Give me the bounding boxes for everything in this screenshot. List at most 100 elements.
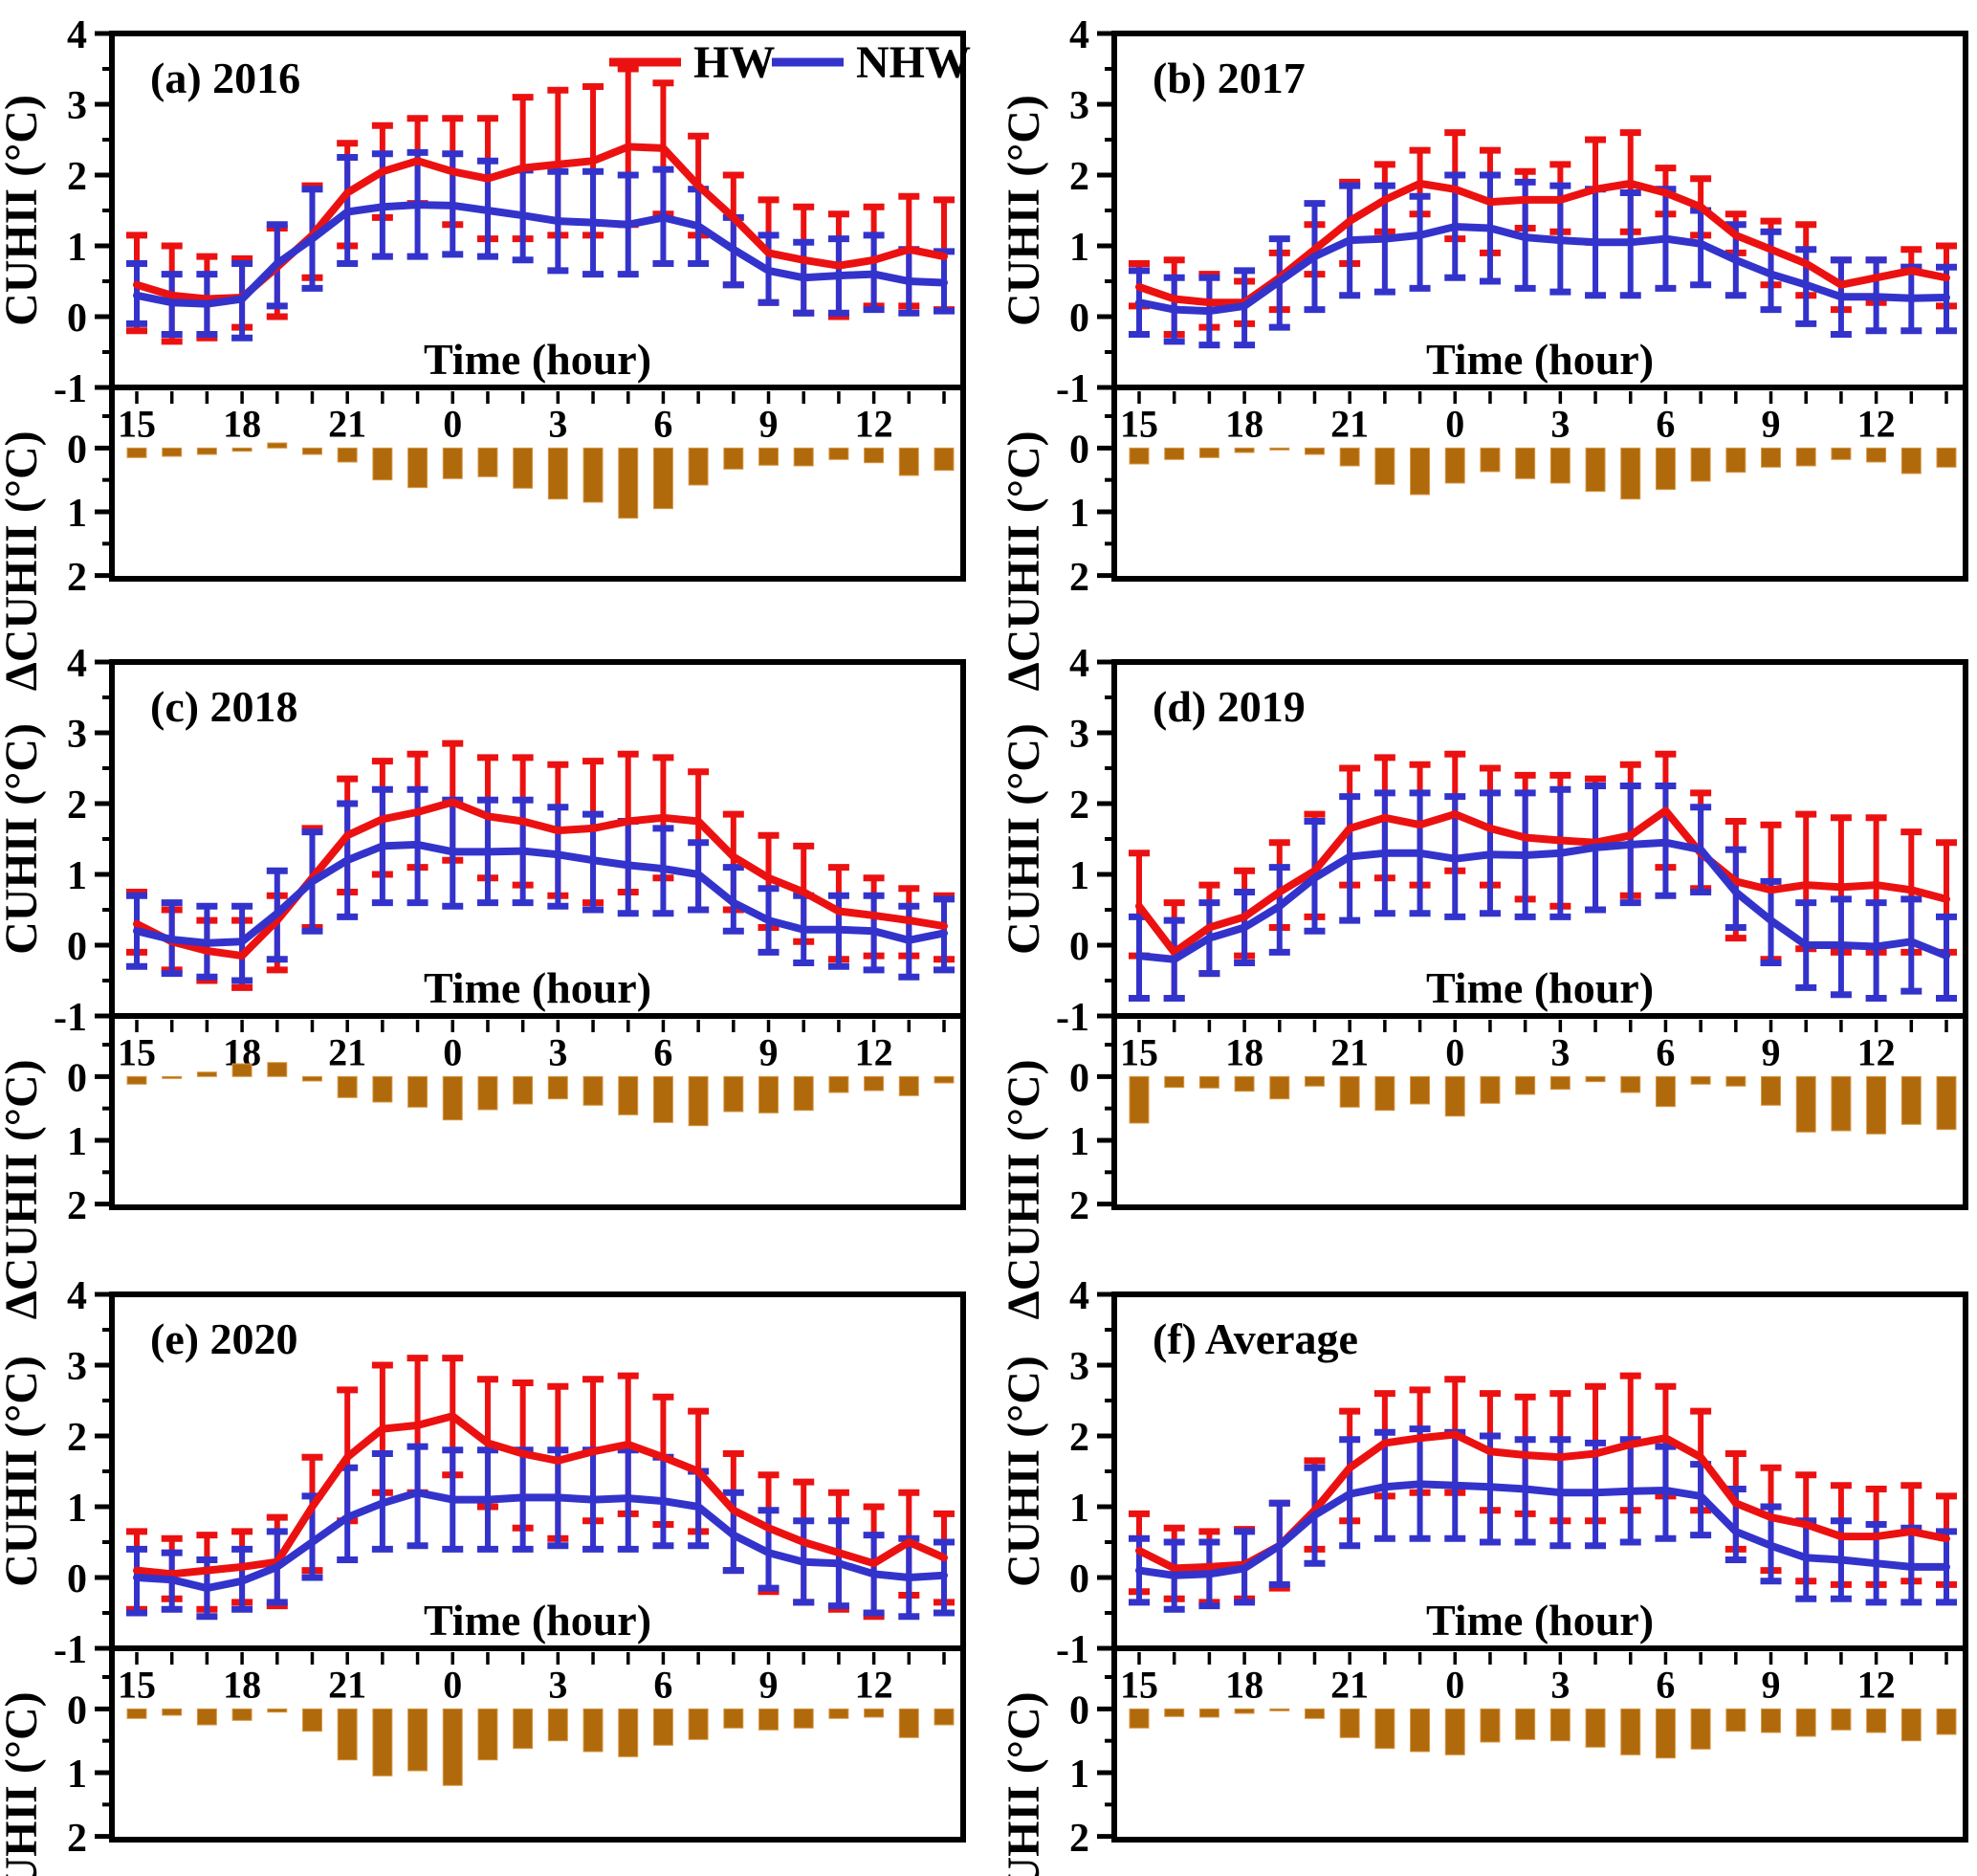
delta-bar xyxy=(1444,447,1465,484)
y-tick-label: 2 xyxy=(67,1416,87,1460)
y-tick-label: 1 xyxy=(67,226,87,270)
x-tick-label: 6 xyxy=(653,1030,672,1073)
x-axis-title: Time (hour) xyxy=(424,1596,651,1644)
x-tick-label: 12 xyxy=(1857,402,1896,445)
delta-bar xyxy=(793,447,814,467)
delta-bar xyxy=(547,447,568,500)
delta-bars xyxy=(1129,447,1957,500)
delta-bar xyxy=(793,1075,814,1112)
y-tick-label: -1 xyxy=(1056,996,1089,1040)
hw-line xyxy=(133,1412,948,1578)
x-tick-label: 15 xyxy=(118,1030,156,1073)
delta-bar xyxy=(582,1075,604,1106)
delta-bar xyxy=(1831,1075,1852,1132)
delta-bar xyxy=(723,447,744,470)
y-tick-label: 2 xyxy=(67,556,87,600)
x-tick-label: 3 xyxy=(548,402,567,445)
delta-bar xyxy=(758,447,780,466)
y-tick-label: 3 xyxy=(67,84,87,128)
x-tick-label: 12 xyxy=(855,1030,893,1073)
delta-bar xyxy=(1339,447,1360,467)
x-tick-label: 9 xyxy=(759,1030,779,1073)
delta-bar xyxy=(1129,447,1150,465)
upper-y-axis-title: CUHII (°C) xyxy=(0,95,47,326)
x-tick-label: 18 xyxy=(1225,1030,1263,1073)
lower-plot-border xyxy=(1111,385,1968,582)
delta-bar xyxy=(758,1708,780,1731)
lower-y-axis-title: ΔCUHII (°C) xyxy=(0,430,47,691)
y-tick-label: 3 xyxy=(1069,84,1089,128)
legend-hw-label: HW xyxy=(693,37,775,88)
y-tick-label: 2 xyxy=(1069,1817,1089,1861)
y-tick-label: 4 xyxy=(1069,642,1089,686)
delta-bar xyxy=(1655,1708,1676,1759)
y-tick-label: -1 xyxy=(54,367,87,411)
y-tick-label: 2 xyxy=(67,1184,87,1228)
delta-bar xyxy=(442,1708,463,1786)
delta-bar xyxy=(1900,1708,1922,1742)
delta-bars xyxy=(126,1062,955,1127)
delta-bar xyxy=(1374,1075,1395,1112)
x-tick-label: 6 xyxy=(1656,402,1675,445)
x-tick-label: 18 xyxy=(1225,402,1263,445)
delta-bar xyxy=(301,1075,322,1082)
y-tick-label: 0 xyxy=(1069,1688,1089,1733)
delta-bar xyxy=(688,1708,709,1740)
delta-bar xyxy=(1690,1075,1711,1085)
delta-bar xyxy=(407,447,428,489)
delta-bar xyxy=(1549,447,1571,484)
y-tick-label: 0 xyxy=(1069,428,1089,472)
delta-bar xyxy=(337,447,358,463)
y-tick-label: 1 xyxy=(1069,1753,1089,1797)
x-axis-title: Time (hour) xyxy=(424,963,651,1012)
x-tick-label: 9 xyxy=(759,1663,779,1706)
delta-bar xyxy=(1269,447,1290,451)
legend: HW NHW xyxy=(609,37,971,88)
y-tick-label: 1 xyxy=(1069,1120,1089,1164)
y-tick-label: 2 xyxy=(67,1817,87,1861)
delta-bar xyxy=(162,447,183,457)
delta-bar xyxy=(1725,1708,1746,1733)
delta-bar xyxy=(196,447,217,455)
delta-bar xyxy=(1761,1075,1782,1106)
delta-bar xyxy=(1866,447,1887,463)
delta-bar xyxy=(1164,1075,1185,1089)
delta-bar xyxy=(934,1075,955,1084)
x-axis-title: Time (hour) xyxy=(1426,963,1654,1012)
y-tick-label: 0 xyxy=(67,428,87,472)
y-tick-label: 3 xyxy=(67,713,87,757)
y-tick-label: 2 xyxy=(1069,556,1089,600)
x-tick-label: 9 xyxy=(759,402,779,445)
y-tick-label: 0 xyxy=(67,1056,87,1100)
delta-bar xyxy=(267,1708,288,1713)
x-tick-label: 0 xyxy=(443,1663,462,1706)
delta-bars xyxy=(126,442,955,519)
delta-bar xyxy=(1690,447,1711,482)
x-tick-label: 15 xyxy=(1120,1663,1158,1706)
delta-bar xyxy=(126,1075,147,1085)
y-tick-label: 4 xyxy=(67,1274,87,1318)
delta-bar xyxy=(688,1075,709,1127)
delta-bar xyxy=(1655,447,1676,491)
delta-bar xyxy=(898,1708,919,1738)
delta-bar xyxy=(267,442,288,449)
upper-y-axis-title: CUHII (°C) xyxy=(999,723,1049,955)
hw-line xyxy=(1135,179,1950,307)
x-tick-label: 9 xyxy=(1762,1030,1781,1073)
lower-plot-border xyxy=(1111,1645,1968,1843)
x-tick-label: 9 xyxy=(1762,1663,1781,1706)
x-tick-label: 15 xyxy=(1120,1030,1158,1073)
delta-bar xyxy=(1900,447,1922,475)
delta-bar xyxy=(793,1708,814,1729)
y-tick-label: 0 xyxy=(1069,1056,1089,1100)
delta-bar xyxy=(1444,1708,1465,1755)
delta-bar xyxy=(1936,1708,1957,1735)
nhw-line xyxy=(1135,223,1950,316)
delta-bar xyxy=(1444,1075,1465,1117)
delta-bar xyxy=(582,1708,604,1753)
delta-bar xyxy=(513,1075,534,1105)
delta-bar xyxy=(618,1708,639,1757)
delta-bar xyxy=(1900,1075,1922,1125)
lower-y-axis-title: ΔCUHII (°C) xyxy=(0,1691,47,1876)
y-tick-label: 3 xyxy=(67,1345,87,1389)
